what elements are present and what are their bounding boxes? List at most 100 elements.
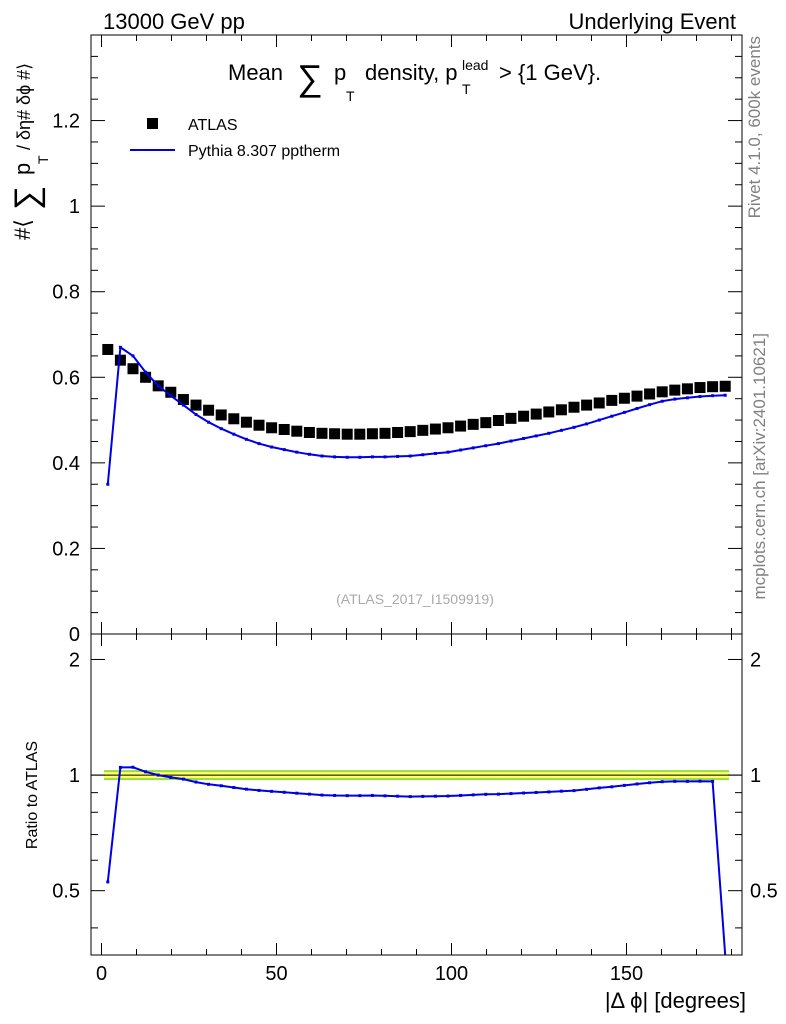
atlas-point <box>253 419 265 431</box>
mcplots-label: mcplots.cern.ch [arXiv:2401.10621] <box>750 333 769 599</box>
ratio-plot-frame <box>90 633 743 956</box>
ratio-point <box>421 794 425 798</box>
ratio-point <box>597 786 601 790</box>
pythia-point <box>610 414 614 418</box>
pythia-point <box>446 450 450 454</box>
pythia-point <box>169 394 173 398</box>
ratio-point <box>408 795 412 799</box>
atlas-point <box>581 399 593 411</box>
x-tick-label: 50 <box>265 963 287 985</box>
pythia-point <box>673 397 677 401</box>
ratio-point <box>295 791 299 795</box>
pythia-line <box>106 345 726 485</box>
ratio-point <box>106 880 110 884</box>
pythia-point <box>156 384 160 388</box>
ratio-point <box>358 794 362 798</box>
ylabel-suffix: / δη# δϕ #⟩ <box>14 63 34 150</box>
ratio-point <box>572 789 576 793</box>
pythia-point <box>534 434 538 438</box>
atlas-point <box>417 424 429 436</box>
ratio-point <box>370 793 374 797</box>
ratio-tick-label-right: 2 <box>750 649 761 671</box>
atlas-point <box>455 420 467 432</box>
title-middle: density, p <box>365 60 458 85</box>
atlas-point <box>102 343 114 355</box>
ratio-line <box>106 766 727 956</box>
ratio-point <box>194 780 198 784</box>
pythia-point <box>484 444 488 448</box>
pythia-point <box>559 428 563 432</box>
x-tick-label: 150 <box>610 963 643 985</box>
pythia-point <box>711 394 715 398</box>
ratio-tick-label-left: 0.5 <box>52 881 80 903</box>
atlas-point <box>442 422 454 434</box>
atlas-point <box>618 392 630 404</box>
ratio-point <box>484 792 488 796</box>
atlas-point <box>266 422 278 434</box>
pythia-point <box>383 455 387 459</box>
ratio-point <box>585 787 589 791</box>
ratio-point <box>673 779 677 783</box>
atlas-point <box>140 371 152 383</box>
ratio-point <box>131 765 135 769</box>
y-tick-label: 0.6 <box>52 367 80 389</box>
x-tick-label: 100 <box>435 963 468 985</box>
ratio-point <box>282 790 286 794</box>
pythia-point <box>698 395 702 399</box>
title-sup-lead: lead <box>462 57 488 73</box>
pythia-point <box>358 455 362 459</box>
atlas-point <box>127 363 139 375</box>
legend-marker-atlas <box>147 118 158 129</box>
ratio-point <box>446 794 450 798</box>
atlas-point <box>429 423 441 435</box>
ratio-point <box>547 790 551 794</box>
atlas-point <box>379 427 391 439</box>
ratio-point <box>219 784 223 788</box>
atlas-point <box>177 394 189 406</box>
pythia-point <box>723 393 727 397</box>
legend: ATLAS Pythia 8.307 pptherm <box>130 117 340 160</box>
ratio-point <box>522 791 526 795</box>
ratio-point <box>270 789 274 793</box>
ratio-point <box>459 793 463 797</box>
ratio-point <box>144 770 148 774</box>
pythia-point <box>685 396 689 400</box>
ratio-point <box>257 788 261 792</box>
atlas-point <box>303 426 315 438</box>
y-axis-label: #⟨ ∑ p T / δη# δϕ #⟩ <box>8 63 51 240</box>
pythia-point <box>207 420 211 424</box>
atlas-point <box>329 428 341 440</box>
atlas-point <box>165 386 177 398</box>
pythia-point <box>320 454 324 458</box>
ylabel-sum-symbol: ∑ <box>8 186 46 210</box>
ratio-point <box>433 794 437 798</box>
ratio-point <box>648 781 652 785</box>
y-tick-label: 1 <box>69 196 80 218</box>
pythia-point <box>270 445 274 449</box>
pythia-point <box>522 436 526 440</box>
ratio-point <box>345 794 349 798</box>
pythia-point <box>622 410 626 414</box>
atlas-point <box>555 404 567 416</box>
ratio-tick-label-right: 0.5 <box>750 881 778 903</box>
ylabel-p: p <box>10 163 35 175</box>
pythia-point <box>181 403 185 407</box>
legend-label-atlas: ATLAS <box>188 117 238 134</box>
atlas-point <box>568 401 580 413</box>
atlas-point <box>631 390 643 402</box>
atlas-point <box>392 426 404 438</box>
atlas-data-markers <box>102 343 731 440</box>
atlas-point <box>366 428 378 440</box>
ratio-point <box>232 786 236 790</box>
atlas-point <box>681 383 693 395</box>
chart-title: Mean ∑ p T density, p lead T > {1 GeV}. <box>228 57 601 104</box>
atlas-point <box>719 380 731 392</box>
atlas-point <box>505 412 517 424</box>
ratio-point <box>496 792 500 796</box>
title-sub-t: T <box>346 88 355 104</box>
rivet-label: Rivet 4.1.0, 600k events <box>745 36 764 218</box>
axis-ticks: 0 50 100 150 0 0.2 0.4 0.6 0.8 1 1.2 0.5 0.5 1 1 2 2 <box>52 34 778 985</box>
atlas-point <box>114 354 126 366</box>
atlas-point <box>492 414 504 426</box>
